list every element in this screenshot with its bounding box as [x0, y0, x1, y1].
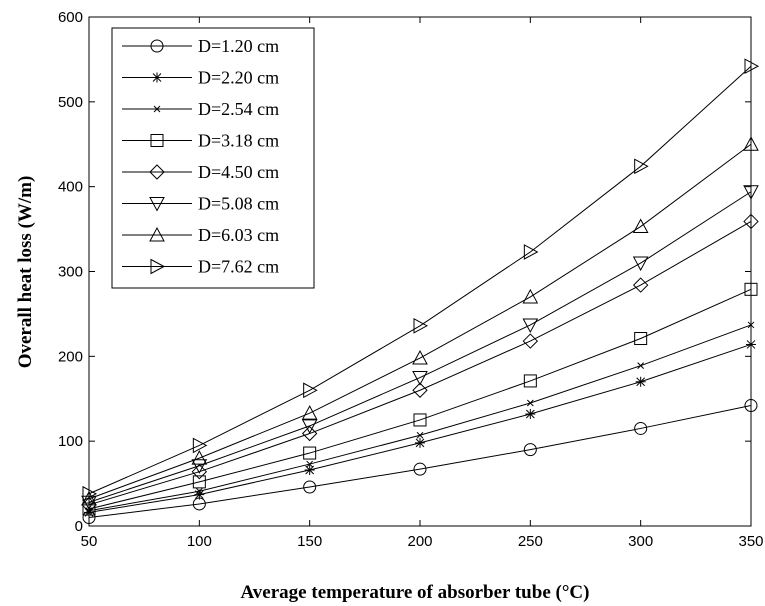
data-point	[416, 431, 424, 439]
legend-box	[111, 27, 315, 289]
legend-label: D=2.20 cm	[198, 68, 279, 88]
series-line-2	[88, 343, 752, 513]
y-tick-label: 500	[58, 94, 83, 111]
series-line-3	[88, 324, 752, 512]
data-point	[82, 485, 98, 502]
legend-marker	[150, 39, 164, 53]
x-axis-title: Average temperature of absorber tube (°C…	[241, 582, 590, 603]
data-point	[191, 459, 208, 474]
data-point	[525, 409, 536, 420]
data-point	[301, 419, 318, 434]
series-line-7	[88, 143, 752, 500]
x-tick-label: 100	[187, 533, 212, 550]
y-axis-title: Overall heat loss (W/m)	[15, 176, 36, 369]
legend-label: D=5.08 cm	[198, 194, 279, 214]
legend-marker	[152, 72, 162, 83]
data-point	[412, 371, 428, 386]
data-point	[634, 421, 648, 435]
y-tick-label: 200	[58, 348, 83, 365]
x-tick-label: 300	[628, 533, 653, 550]
series-line-6	[88, 191, 752, 503]
y-tick-label: 600	[58, 9, 83, 26]
y-tick-label: 400	[58, 179, 83, 196]
y-tick-label: 100	[58, 433, 83, 450]
data-point	[743, 136, 759, 151]
data-point	[81, 495, 97, 511]
x-tick-label: 150	[297, 533, 322, 550]
data-point	[523, 374, 537, 388]
data-point	[637, 362, 645, 370]
legend-label: D=6.03 cm	[198, 225, 279, 245]
data-point	[195, 487, 203, 495]
data-point	[192, 437, 208, 454]
data-point	[747, 321, 755, 329]
y-tick-label: 0	[75, 518, 83, 535]
data-point	[82, 502, 96, 516]
series-line-1	[88, 405, 752, 519]
x-tick-label: 250	[518, 533, 543, 550]
y-tick-label: 300	[58, 264, 83, 281]
data-point	[303, 480, 317, 494]
legend-label: D=4.50 cm	[198, 162, 279, 182]
legend-label: D=1.20 cm	[198, 36, 279, 56]
data-point	[413, 413, 427, 427]
legend-label: D=3.18 cm	[198, 131, 279, 151]
data-point	[412, 382, 428, 398]
data-point	[301, 405, 318, 420]
data-point	[304, 465, 315, 476]
x-tick-label: 350	[738, 533, 763, 550]
data-point	[632, 277, 649, 293]
data-point	[191, 463, 208, 480]
data-point	[635, 376, 646, 387]
legend-marker	[149, 197, 165, 212]
data-point	[632, 218, 649, 234]
data-point	[632, 256, 649, 272]
x-tick-label: 200	[407, 533, 432, 550]
data-point	[413, 462, 427, 476]
data-point	[413, 317, 429, 334]
series-line-4	[88, 288, 752, 510]
data-point	[522, 333, 539, 349]
data-point	[81, 497, 97, 513]
series-line-8	[88, 65, 752, 495]
data-point	[634, 158, 649, 175]
data-point	[744, 282, 758, 296]
data-point	[523, 443, 537, 457]
data-point	[81, 490, 97, 506]
series-line-5	[88, 221, 752, 506]
data-point	[522, 318, 539, 333]
legend-marker	[153, 105, 161, 113]
data-point	[301, 425, 318, 442]
data-point	[192, 475, 206, 489]
data-point	[415, 437, 425, 448]
data-point	[522, 288, 539, 304]
data-point	[743, 185, 759, 200]
x-tick-label: 50	[81, 533, 98, 550]
data-point	[744, 399, 758, 413]
data-point	[303, 382, 318, 399]
data-point	[303, 446, 317, 460]
legend-marker	[150, 258, 166, 275]
data-point	[412, 349, 428, 365]
legend-label: D=2.54 cm	[198, 99, 279, 119]
data-point	[744, 58, 760, 75]
legend-marker	[149, 226, 165, 242]
data-point	[191, 450, 208, 465]
data-point	[743, 213, 759, 230]
data-point	[746, 339, 756, 350]
data-point	[526, 399, 534, 407]
data-point	[306, 460, 314, 468]
data-point	[523, 244, 539, 260]
legend-marker	[149, 164, 165, 180]
legend-marker	[150, 134, 164, 147]
data-point	[634, 332, 648, 346]
legend-label: D=7.62 cm	[198, 257, 279, 277]
